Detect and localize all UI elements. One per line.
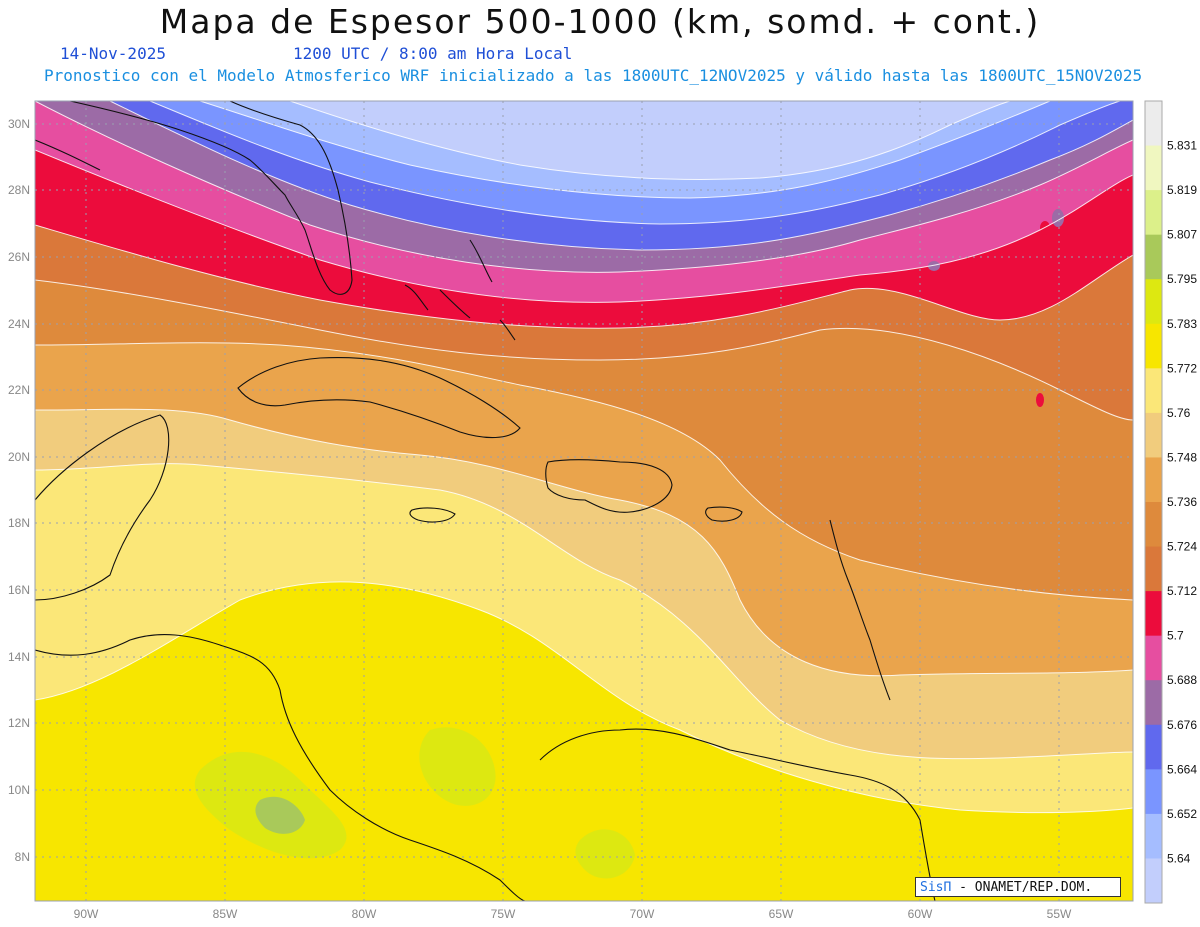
- lat-label: 16N: [8, 583, 30, 597]
- lon-label: 90W: [74, 907, 99, 921]
- colorbar-label: 5.724: [1167, 540, 1197, 554]
- coastlines: [35, 101, 936, 901]
- colorbar-swatch: [1145, 502, 1162, 548]
- lat-label: 26N: [8, 250, 30, 264]
- yucatan: [35, 414, 170, 601]
- blob-5795b: [419, 727, 496, 806]
- colorbar-label: 5.7: [1167, 629, 1184, 643]
- bahamas: [404, 239, 516, 341]
- hispaniola: [545, 459, 673, 513]
- band-low: [290, 101, 1010, 180]
- colorbar-frame: [1144, 100, 1163, 904]
- forecast-date: 14-Nov-2025: [60, 44, 166, 63]
- lat-label: 14N: [8, 650, 30, 664]
- colorbar-swatch: [1145, 591, 1162, 637]
- colorbar-label: 5.688: [1167, 673, 1197, 687]
- lon-label: 60W: [908, 907, 933, 921]
- jamaica: [409, 507, 456, 523]
- lat-label: 18N: [8, 516, 30, 530]
- colorbar-swatch: [1145, 457, 1162, 503]
- lat-label: 12N: [8, 716, 30, 730]
- forecast-time: 1200 UTC / 8:00 am Hora Local: [293, 44, 573, 63]
- colorbar-swatch: [1145, 769, 1162, 815]
- lat-label: 8N: [15, 850, 30, 864]
- colorbar-swatch: [1145, 858, 1162, 904]
- lat-label: 20N: [8, 450, 30, 464]
- colorbar-label: 5.712: [1167, 584, 1197, 598]
- lon-labels: 90W 85W 80W 75W 70W 65W 60W 55W: [74, 907, 1072, 921]
- brand-logo: SisΠ: [920, 880, 952, 895]
- gulf-coast: [35, 139, 101, 171]
- contour-fill-layer: [35, 101, 1133, 901]
- puerto-rico: [705, 506, 743, 522]
- south-america-coast: [539, 728, 936, 901]
- contour-lines: [35, 101, 1133, 814]
- colorbar-swatch: [1145, 635, 1162, 681]
- colorbar-label: 5.783: [1167, 317, 1197, 331]
- lat-label: 22N: [8, 383, 30, 397]
- colorbar-swatch: [1145, 145, 1162, 191]
- florida-coast: [69, 101, 353, 295]
- cuba: [237, 356, 521, 439]
- plot-frame: [34, 100, 1134, 902]
- colorbar-swatch: [1145, 412, 1162, 458]
- colorbar-label: 5.748: [1167, 450, 1197, 464]
- blob-5807: [255, 796, 305, 834]
- lon-label: 75W: [491, 907, 516, 921]
- colorbar-label: 5.652: [1167, 807, 1197, 821]
- colorbar-swatch: [1145, 680, 1162, 726]
- colorbar-label: 5.819: [1167, 183, 1197, 197]
- colorbar-label: 5.795: [1167, 272, 1197, 286]
- lon-label: 85W: [213, 907, 238, 921]
- colorbar-swatch: [1145, 546, 1162, 592]
- colorbar-swatch: [1145, 279, 1162, 325]
- lat-labels: 30N 28N 26N 24N 22N 20N 18N 16N 14N 12N …: [8, 117, 30, 864]
- lat-label: 30N: [8, 117, 30, 131]
- credit-badge: SisΠ - ONAMET/REP.DOM.: [915, 877, 1121, 897]
- blob-5795c: [575, 829, 635, 879]
- map-title: Mapa de Espesor 500-1000 (km, somd. + co…: [159, 2, 1041, 41]
- colorbar-label: 5.76: [1167, 406, 1191, 420]
- lon-label: 65W: [769, 907, 794, 921]
- colorbar-swatch: [1145, 190, 1162, 236]
- colorbar-swatch: [1145, 368, 1162, 414]
- lat-label: 24N: [8, 317, 30, 331]
- colorbar-swatch: [1145, 813, 1162, 859]
- colorbar-label: 5.664: [1167, 762, 1197, 776]
- credit-org: - ONAMET/REP.DOM.: [951, 880, 1093, 895]
- gridlines: [35, 101, 1133, 901]
- colorbar: 5.831 5.819 5.807 5.795 5.783 5.772 5.76 5.748 5…: [1144, 100, 1197, 904]
- colorbar-label: 5.807: [1167, 228, 1197, 242]
- lat-label: 10N: [8, 783, 30, 797]
- lon-label: 80W: [352, 907, 377, 921]
- lon-label: 55W: [1047, 907, 1072, 921]
- colorbar-label: 5.676: [1167, 718, 1197, 732]
- colorbar-label: 5.772: [1167, 361, 1197, 375]
- lesser-antilles: [829, 519, 891, 701]
- colorbar-label: 5.736: [1167, 495, 1197, 509]
- colorbar-swatch: [1145, 234, 1162, 280]
- colorbar-swatch: [1145, 101, 1162, 147]
- forecast-description: Pronostico con el Modelo Atmosferico WRF…: [44, 66, 1143, 85]
- colorbar-label: 5.831: [1167, 139, 1197, 153]
- colorbar-label: 5.64: [1167, 851, 1191, 865]
- lat-label: 28N: [8, 183, 30, 197]
- colorbar-swatch: [1145, 724, 1162, 770]
- colorbar-swatch: [1145, 323, 1162, 369]
- central-america: [35, 634, 526, 901]
- lon-label: 70W: [630, 907, 655, 921]
